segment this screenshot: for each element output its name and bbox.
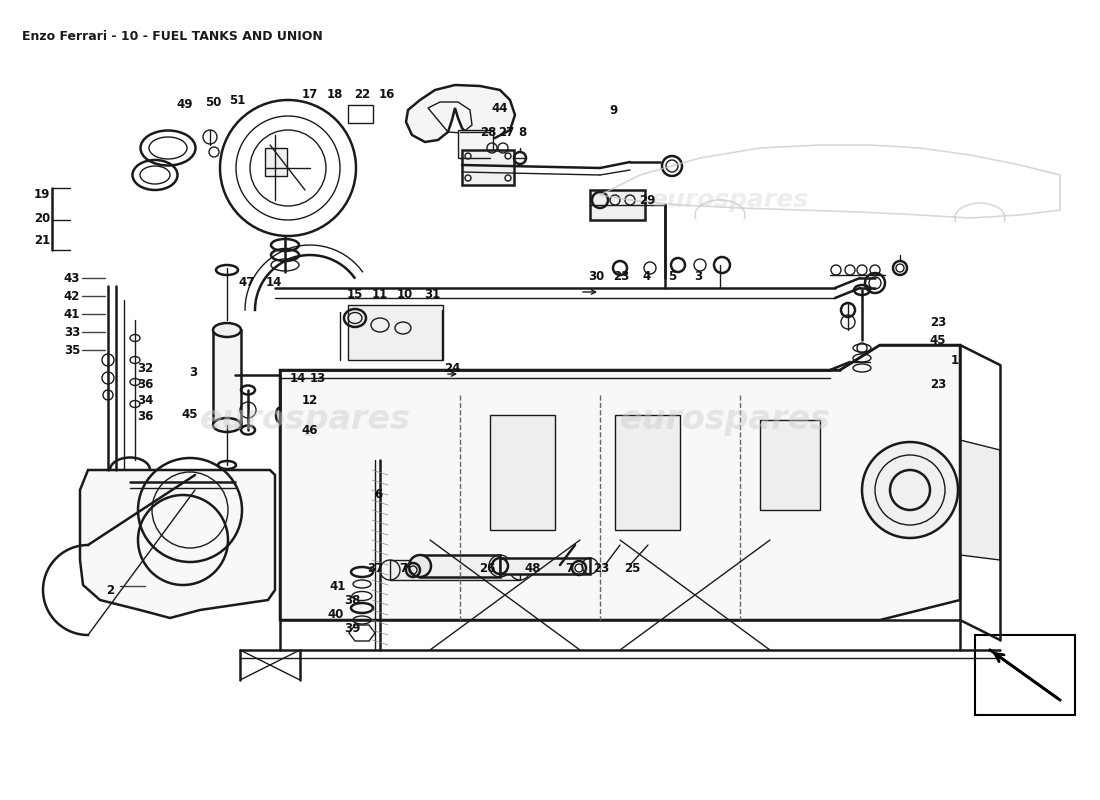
Text: 11: 11: [372, 289, 388, 302]
Text: 41: 41: [64, 307, 80, 321]
Text: 1: 1: [950, 354, 959, 366]
Polygon shape: [960, 440, 1000, 560]
Text: 43: 43: [64, 271, 80, 285]
Text: 4: 4: [642, 270, 651, 283]
Text: 29: 29: [639, 194, 656, 206]
Text: 2: 2: [106, 583, 114, 597]
Polygon shape: [615, 415, 680, 530]
Text: 35: 35: [64, 343, 80, 357]
Text: 23: 23: [930, 378, 946, 391]
Bar: [500, 558, 590, 574]
Text: 21: 21: [34, 234, 51, 246]
Text: 9: 9: [609, 103, 617, 117]
Bar: [458, 130, 493, 158]
Text: 26: 26: [478, 562, 495, 574]
Text: 7: 7: [399, 562, 407, 574]
Text: 28: 28: [480, 126, 496, 138]
Text: 31: 31: [424, 289, 440, 302]
Polygon shape: [280, 345, 960, 620]
Text: 45: 45: [182, 409, 198, 422]
Text: 23: 23: [930, 315, 946, 329]
Polygon shape: [760, 420, 820, 510]
Circle shape: [862, 442, 958, 538]
Text: 47: 47: [239, 277, 255, 290]
Text: 6: 6: [374, 489, 382, 502]
Text: 14: 14: [266, 277, 283, 290]
Bar: [975, 635, 1075, 715]
Text: 3: 3: [694, 270, 702, 283]
Text: eurospares: eurospares: [200, 403, 411, 437]
Text: 51: 51: [229, 94, 245, 106]
Text: Enzo Ferrari - 10 - FUEL TANKS AND UNION: Enzo Ferrari - 10 - FUEL TANKS AND UNION: [22, 30, 322, 43]
Ellipse shape: [213, 323, 241, 337]
Text: eurospares: eurospares: [620, 403, 830, 437]
Bar: [390, 560, 520, 580]
Text: 46: 46: [301, 423, 318, 437]
Text: 49: 49: [177, 98, 194, 111]
Text: 18: 18: [327, 89, 343, 102]
Text: 24: 24: [443, 362, 460, 374]
Text: 33: 33: [64, 326, 80, 338]
Text: 3: 3: [189, 366, 197, 379]
Text: 36: 36: [136, 378, 153, 390]
Text: 20: 20: [34, 211, 51, 225]
Text: eurospares: eurospares: [650, 188, 808, 212]
Polygon shape: [490, 415, 556, 530]
Text: 39: 39: [344, 622, 360, 635]
Bar: [590, 190, 645, 220]
Text: 44: 44: [492, 102, 508, 114]
Text: 16: 16: [378, 89, 395, 102]
Text: 27: 27: [498, 126, 514, 138]
Text: 42: 42: [64, 290, 80, 302]
Text: 22: 22: [354, 89, 370, 102]
Text: 15: 15: [346, 289, 363, 302]
Bar: [462, 150, 514, 185]
Text: 50: 50: [205, 95, 221, 109]
Text: 25: 25: [624, 562, 640, 574]
Text: 10: 10: [397, 289, 414, 302]
Text: 38: 38: [344, 594, 360, 607]
Text: 30: 30: [587, 270, 604, 283]
Text: 13: 13: [310, 371, 326, 385]
Text: 14: 14: [289, 371, 306, 385]
Bar: [348, 105, 373, 123]
Text: 17: 17: [301, 89, 318, 102]
Text: 32: 32: [136, 362, 153, 374]
Text: 34: 34: [136, 394, 153, 406]
Ellipse shape: [409, 555, 431, 577]
Text: 23: 23: [593, 562, 609, 574]
Text: 12: 12: [301, 394, 318, 406]
Text: 48: 48: [525, 562, 541, 574]
Ellipse shape: [213, 418, 241, 432]
Polygon shape: [406, 85, 515, 142]
Bar: [420, 555, 500, 577]
Bar: [348, 305, 443, 360]
Text: 40: 40: [328, 609, 344, 622]
Text: 5: 5: [668, 270, 676, 283]
Bar: [213, 330, 241, 425]
Text: 41: 41: [330, 581, 346, 594]
Text: 8: 8: [518, 126, 526, 138]
Text: 37: 37: [367, 562, 383, 574]
Text: 45: 45: [930, 334, 946, 346]
Text: 7: 7: [565, 562, 573, 574]
Polygon shape: [80, 470, 275, 618]
Text: 36: 36: [136, 410, 153, 422]
Text: 23: 23: [613, 270, 629, 283]
Text: 19: 19: [34, 189, 51, 202]
Bar: [265, 148, 287, 176]
